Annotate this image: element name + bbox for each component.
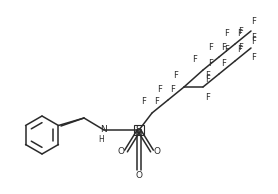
- Text: O: O: [118, 146, 125, 156]
- Text: F: F: [142, 98, 147, 107]
- Text: O: O: [135, 171, 143, 179]
- Text: F: F: [239, 27, 244, 36]
- Text: F: F: [158, 85, 162, 94]
- Text: F: F: [205, 75, 210, 85]
- Text: F: F: [222, 42, 227, 51]
- Text: H: H: [98, 134, 104, 144]
- Text: N: N: [101, 126, 107, 134]
- Text: F: F: [173, 72, 178, 81]
- Text: F: F: [252, 36, 256, 46]
- Text: F: F: [193, 55, 197, 64]
- Text: S: S: [136, 125, 142, 135]
- Text: F: F: [252, 54, 256, 62]
- Text: F: F: [225, 46, 229, 55]
- Text: F: F: [238, 46, 242, 55]
- Text: F: F: [205, 93, 210, 101]
- Text: F: F: [238, 29, 242, 38]
- Text: F: F: [225, 29, 229, 38]
- Text: F: F: [252, 34, 256, 42]
- Text: F: F: [205, 72, 210, 81]
- Text: O: O: [153, 146, 160, 156]
- Text: F: F: [239, 43, 244, 53]
- Text: F: F: [171, 85, 175, 94]
- Text: F: F: [222, 59, 227, 68]
- Text: F: F: [155, 98, 160, 107]
- Text: F: F: [208, 42, 214, 51]
- Text: F: F: [208, 59, 214, 68]
- Text: F: F: [252, 16, 256, 25]
- FancyBboxPatch shape: [134, 125, 144, 135]
